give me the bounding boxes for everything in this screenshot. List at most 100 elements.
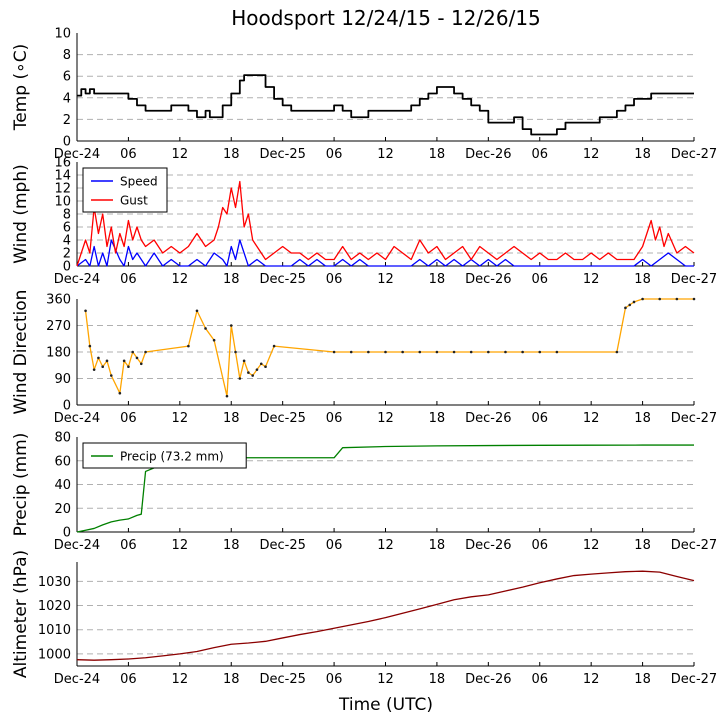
data-point <box>242 359 246 363</box>
data-point <box>225 394 229 398</box>
x-tick-label: 12 <box>172 538 189 553</box>
x-tick-label: 12 <box>583 672 600 687</box>
x-tick-label: 18 <box>223 672 240 687</box>
x-tick-label: 18 <box>634 411 651 426</box>
y-tick-label: 12 <box>54 182 71 197</box>
x-tick-label: 06 <box>120 672 137 687</box>
data-point <box>435 350 439 354</box>
data-point <box>272 344 276 348</box>
x-tick-label: Dec-27 <box>671 411 717 426</box>
x-tick-label: 18 <box>223 147 240 162</box>
x-tick-label: 06 <box>120 147 137 162</box>
y-tick-label: 0 <box>63 526 71 541</box>
data-point <box>105 359 109 363</box>
data-point <box>349 350 353 354</box>
x-tick-label: Dec-26 <box>465 147 511 162</box>
legend-label: Speed <box>120 175 158 189</box>
x-tick-label: 18 <box>429 538 446 553</box>
y-tick-label: 2 <box>63 247 71 262</box>
data-point <box>229 324 233 327</box>
x-tick-label: 18 <box>223 272 240 287</box>
data-point <box>122 359 126 363</box>
y-tick-label: 4 <box>63 234 71 249</box>
y-tick-label: 8 <box>63 48 71 63</box>
x-tick-label: 12 <box>377 147 394 162</box>
y-tick-label: 10 <box>54 27 71 42</box>
x-tick-label: Dec-24 <box>54 411 100 426</box>
legend-label: Precip (73.2 mm) <box>120 450 224 464</box>
y-tick-label: 1000 <box>38 647 71 662</box>
x-tick-label: 18 <box>634 538 651 553</box>
x-tick-label: 18 <box>223 538 240 553</box>
x-tick-label: 06 <box>531 272 548 287</box>
data-point <box>212 338 216 342</box>
data-point <box>658 297 662 301</box>
x-tick-label: Dec-26 <box>465 272 511 287</box>
x-tick-label: 12 <box>583 411 600 426</box>
y-tick-label: 0 <box>63 135 71 150</box>
legend-label: Gust <box>120 194 148 208</box>
data-point <box>247 371 250 374</box>
data-point <box>538 350 542 354</box>
data-point <box>195 309 199 313</box>
data-point <box>238 377 242 380</box>
series-line-direction <box>84 298 694 397</box>
y-tick-label: 80 <box>54 431 71 446</box>
x-tick-label: 06 <box>326 672 343 687</box>
data-point <box>88 344 92 348</box>
x-tick-label: 12 <box>172 672 189 687</box>
data-point <box>632 300 636 304</box>
y-tick-label: 4 <box>63 91 71 106</box>
x-tick-label: Dec-27 <box>671 147 717 162</box>
y-tick-label: 180 <box>46 346 71 361</box>
x-tick-label: 06 <box>326 411 343 426</box>
data-point <box>234 350 237 354</box>
x-tick-label: Dec-24 <box>54 272 100 287</box>
x-tick-label: 12 <box>172 147 189 162</box>
x-tick-label: 06 <box>120 538 137 553</box>
x-tick-label: Dec-24 <box>54 672 100 687</box>
y-tick-label: 20 <box>54 502 71 517</box>
data-point <box>675 297 679 301</box>
x-tick-label: Dec-25 <box>259 672 305 687</box>
x-tick-label: Dec-25 <box>259 147 305 162</box>
data-point <box>452 350 456 354</box>
y-tick-label: 40 <box>54 478 71 493</box>
y-tick-label: 1010 <box>38 623 71 638</box>
data-point <box>624 306 627 310</box>
data-point <box>255 368 259 371</box>
panel-5: 1000 1010 1020 1030 Dec-24 06 12 18 Dec-25 06 12 18… <box>11 550 717 687</box>
x-tick-label: 06 <box>326 147 343 162</box>
data-point <box>264 365 267 369</box>
data-point <box>109 374 113 377</box>
data-point <box>97 356 100 360</box>
x-tick-label: Dec-26 <box>465 672 511 687</box>
x-tick-label: 18 <box>429 272 446 287</box>
data-point <box>641 297 644 301</box>
x-tick-label: Dec-27 <box>671 272 717 287</box>
y-axis-label: Precip (mm) <box>11 433 31 537</box>
x-tick-label: 18 <box>429 147 446 162</box>
data-point <box>332 350 336 354</box>
y-tick-label: 0 <box>63 399 71 414</box>
x-tick-label: 06 <box>531 672 548 687</box>
data-point <box>187 344 190 348</box>
x-tick-label: 06 <box>531 411 548 426</box>
y-tick-label: 90 <box>54 372 71 387</box>
x-tick-label: 12 <box>377 672 394 687</box>
x-tick-label: 18 <box>429 411 446 426</box>
y-tick-label: 10 <box>54 195 71 210</box>
y-axis-label: Temp (∘C) <box>11 44 31 132</box>
series-line-altimeter <box>76 570 695 661</box>
y-axis-label: Wind (mph) <box>11 164 31 264</box>
y-tick-label: 6 <box>63 221 71 236</box>
data-point <box>144 350 147 354</box>
x-tick-label: 12 <box>172 272 189 287</box>
series-line-temp <box>77 74 694 136</box>
x-tick-label: 18 <box>429 672 446 687</box>
y-tick-label: 60 <box>54 454 71 469</box>
x-tick-label: Dec-27 <box>671 672 717 687</box>
x-tick-label: 12 <box>583 272 600 287</box>
